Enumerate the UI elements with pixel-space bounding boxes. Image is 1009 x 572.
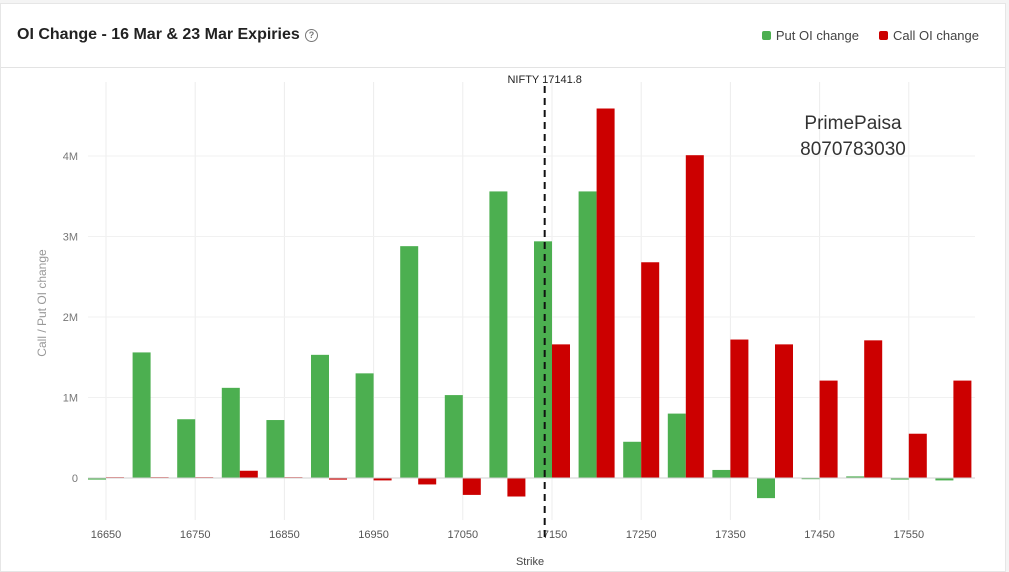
call-oi-bar	[329, 478, 347, 480]
y-axis-title: Call / Put OI change	[35, 249, 49, 357]
put-oi-bar	[667, 413, 686, 478]
y-tick-label: 0	[72, 473, 78, 485]
x-tick-label: 16650	[91, 529, 122, 541]
call-oi-bar	[418, 478, 437, 485]
y-tick-label: 1M	[63, 393, 78, 405]
put-oi-bar	[177, 419, 196, 478]
call-oi-bar	[953, 380, 972, 478]
put-oi-bar	[266, 420, 285, 478]
y-tick-label: 3M	[63, 232, 78, 244]
legend-item-call[interactable]: Call OI change	[879, 28, 979, 43]
spot-price-label: NIFTY 17141.8	[507, 74, 581, 86]
put-oi-bar	[757, 478, 775, 499]
x-tick-label: 17150	[537, 529, 568, 541]
chart-title: OI Change - 16 Mar & 23 Mar Expiries	[17, 26, 300, 43]
call-oi-bar	[552, 344, 570, 478]
question-circle-icon[interactable]: ?	[305, 29, 318, 42]
x-tick-label: 16850	[269, 529, 300, 541]
put-oi-bar	[489, 191, 508, 479]
call-oi-bar	[908, 433, 927, 478]
legend-label-put: Put OI change	[775, 28, 859, 43]
y-tick-label: 2M	[63, 312, 78, 324]
call-oi-bar	[239, 470, 258, 478]
put-oi-bar	[623, 441, 642, 478]
put-oi-bar	[578, 191, 597, 479]
put-oi-bar	[355, 373, 374, 478]
x-tick-label: 17050	[448, 529, 479, 541]
put-oi-bar	[221, 387, 240, 478]
put-oi-bar	[801, 478, 820, 480]
x-axis-title: Strike	[516, 556, 544, 568]
x-tick-label: 17350	[715, 529, 746, 541]
x-tick-label: 17450	[804, 529, 835, 541]
watermark-name: PrimePaisa	[804, 113, 902, 134]
call-oi-bar	[373, 478, 392, 481]
put-oi-bar	[444, 395, 463, 478]
call-oi-bar	[819, 380, 838, 478]
put-oi-bar	[311, 354, 329, 478]
call-oi-bar	[730, 339, 749, 478]
call-oi-bar	[641, 262, 660, 478]
call-oi-bar	[864, 340, 883, 478]
call-oi-bar	[685, 155, 704, 478]
legend-item-put[interactable]: Put OI change	[761, 28, 859, 43]
call-oi-bar	[775, 344, 793, 478]
put-oi-bar	[712, 469, 731, 478]
put-oi-bar	[88, 478, 106, 480]
put-oi-bar	[400, 246, 419, 478]
x-tick-label: 16950	[358, 529, 389, 541]
call-oi-bar	[507, 478, 526, 497]
put-oi-bar	[890, 478, 909, 480]
put-oi-bar	[534, 241, 552, 478]
call-oi-bar	[462, 478, 481, 495]
x-tick-label: 17250	[626, 529, 657, 541]
put-oi-bar	[935, 478, 954, 481]
watermark-phone: 8070783030	[800, 139, 906, 160]
call-oi-bar	[596, 108, 615, 478]
legend-label-call: Call OI change	[893, 28, 979, 43]
chart-legend: Put OI change Call OI change	[761, 28, 979, 43]
y-tick-label: 4M	[63, 151, 78, 163]
x-tick-label: 17550	[894, 529, 925, 541]
legend-swatch-put	[761, 31, 771, 40]
x-tick-label: 16750	[180, 529, 211, 541]
chart-header: OI Change - 16 Mar & 23 Mar Expiries ? P…	[1, 4, 1005, 68]
put-oi-bar	[846, 476, 865, 478]
legend-swatch-call	[879, 31, 888, 40]
put-oi-bar	[132, 352, 151, 478]
